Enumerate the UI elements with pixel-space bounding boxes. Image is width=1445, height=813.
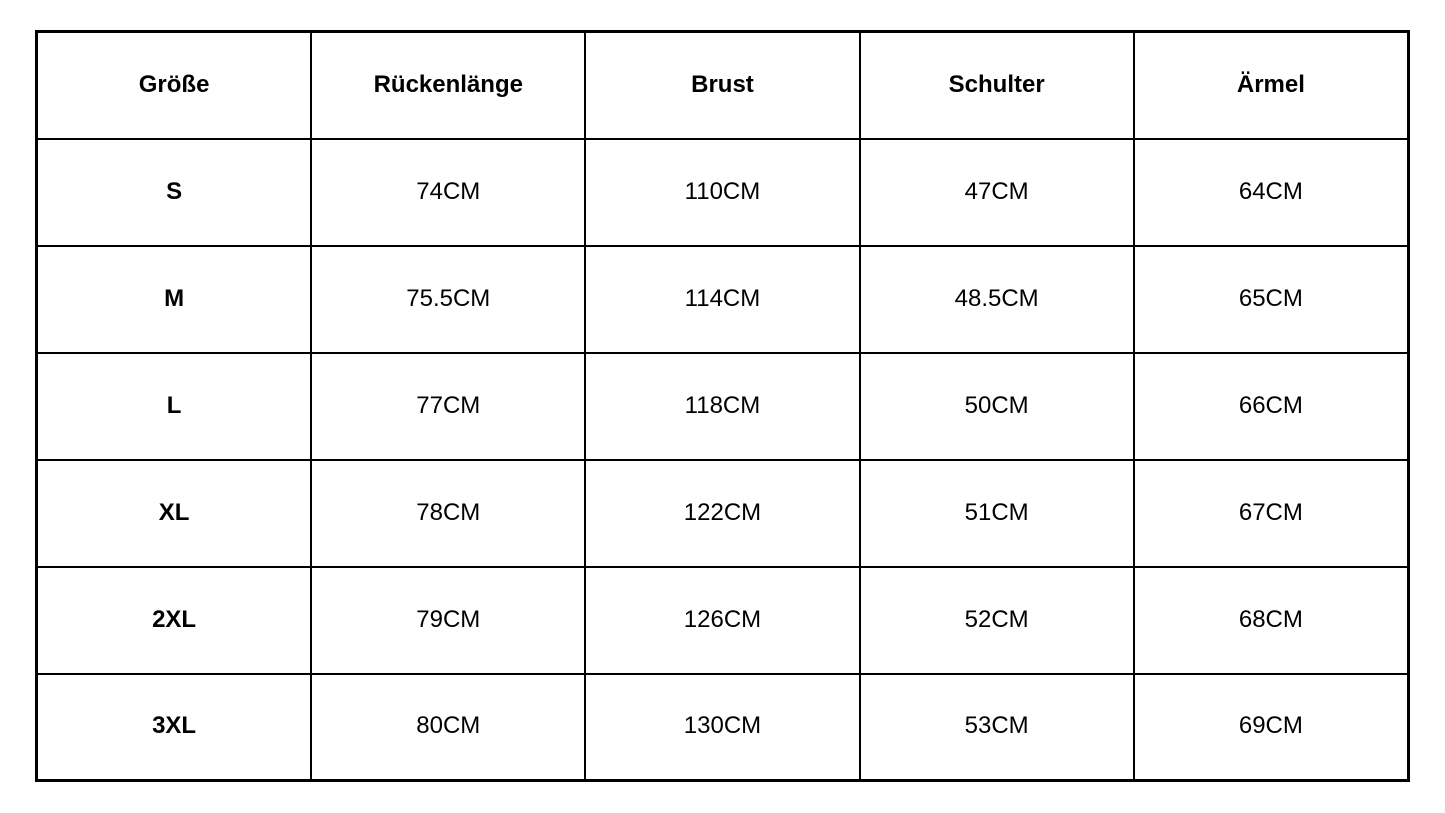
measurement-cell: 52CM bbox=[858, 565, 1135, 675]
table-row-s: S 74CM 110CM 47CM 64CM bbox=[35, 137, 1410, 247]
table-row-m: M 75.5CM 114CM 48.5CM 65CM bbox=[35, 244, 1410, 354]
measurement-cell: 53CM bbox=[858, 672, 1135, 782]
column-header-aermel: Ärmel bbox=[1132, 30, 1410, 140]
measurement-cell: 122CM bbox=[584, 458, 861, 568]
table-row-xl: XL 78CM 122CM 51CM 67CM bbox=[35, 458, 1410, 568]
measurement-cell: 66CM bbox=[1132, 351, 1410, 461]
table-row-2xl: 2XL 79CM 126CM 52CM 68CM bbox=[35, 565, 1410, 675]
size-cell: 2XL bbox=[35, 565, 313, 675]
header-row: Größe Rückenlänge Brust Schulter Ärmel bbox=[35, 30, 1410, 140]
size-cell: 3XL bbox=[35, 672, 313, 782]
measurement-cell: 69CM bbox=[1132, 672, 1410, 782]
measurement-cell: 118CM bbox=[584, 351, 861, 461]
measurement-cell: 80CM bbox=[310, 672, 587, 782]
measurement-cell: 77CM bbox=[310, 351, 587, 461]
column-header-brust: Brust bbox=[584, 30, 861, 140]
measurement-cell: 110CM bbox=[584, 137, 861, 247]
table-row-l: L 77CM 118CM 50CM 66CM bbox=[35, 351, 1410, 461]
measurement-cell: 50CM bbox=[858, 351, 1135, 461]
column-header-groesse: Größe bbox=[35, 30, 313, 140]
measurement-cell: 74CM bbox=[310, 137, 587, 247]
measurement-cell: 78CM bbox=[310, 458, 587, 568]
size-cell: M bbox=[35, 244, 313, 354]
measurement-cell: 68CM bbox=[1132, 565, 1410, 675]
measurement-cell: 64CM bbox=[1132, 137, 1410, 247]
size-cell: L bbox=[35, 351, 313, 461]
measurement-cell: 67CM bbox=[1132, 458, 1410, 568]
measurement-cell: 51CM bbox=[858, 458, 1135, 568]
measurement-cell: 114CM bbox=[584, 244, 861, 354]
measurement-cell: 48.5CM bbox=[858, 244, 1135, 354]
measurement-cell: 47CM bbox=[858, 137, 1135, 247]
measurement-cell: 79CM bbox=[310, 565, 587, 675]
size-cell: XL bbox=[35, 458, 313, 568]
size-chart-table: Größe Rückenlänge Brust Schulter Ärmel S… bbox=[35, 30, 1410, 782]
size-cell: S bbox=[35, 137, 313, 247]
table-body: S 74CM 110CM 47CM 64CM M 75.5CM 114CM 48… bbox=[35, 137, 1410, 782]
measurement-cell: 126CM bbox=[584, 565, 861, 675]
column-header-schulter: Schulter bbox=[858, 30, 1135, 140]
measurement-cell: 130CM bbox=[584, 672, 861, 782]
measurement-cell: 65CM bbox=[1132, 244, 1410, 354]
column-header-rueckenlaenge: Rückenlänge bbox=[310, 30, 587, 140]
measurement-cell: 75.5CM bbox=[310, 244, 587, 354]
table-header: Größe Rückenlänge Brust Schulter Ärmel bbox=[35, 30, 1410, 140]
table-row-3xl: 3XL 80CM 130CM 53CM 69CM bbox=[35, 672, 1410, 782]
